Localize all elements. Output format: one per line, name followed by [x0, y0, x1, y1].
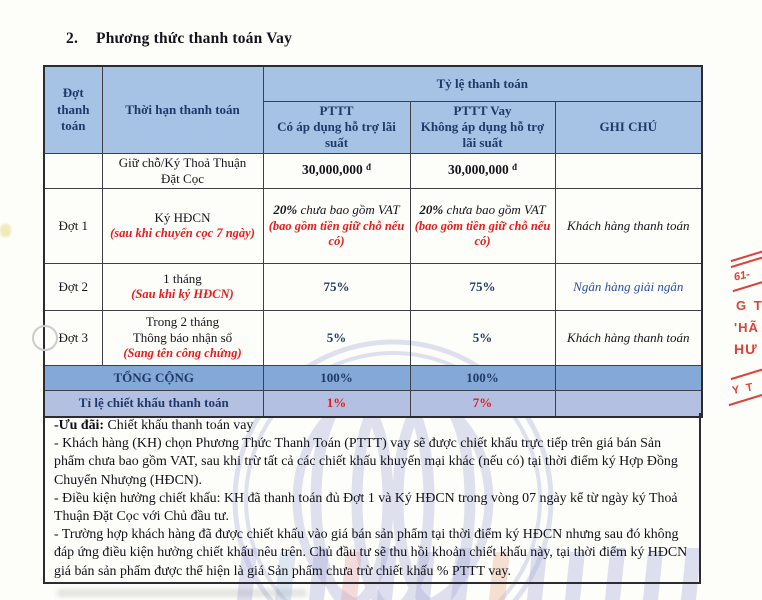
- term-sub: (Sau khi ký HĐCN): [131, 287, 234, 302]
- pttt-vay-text: chưa bao gồm VAT: [443, 202, 546, 218]
- currency-symbol: đ: [365, 162, 371, 173]
- term-main: 1 tháng: [163, 271, 202, 287]
- total-pttt-vay: 100%: [409, 365, 556, 391]
- section-title-text: Phương thức thanh toán Vay: [96, 30, 293, 47]
- header-notes: GHI CHÚ: [554, 100, 703, 154]
- term-line2: Đặt Cọc: [161, 170, 204, 186]
- cell-note: Ngân hàng giải ngân: [554, 263, 703, 311]
- table-row-total: TỔNG CỘNG 100% 100%: [43, 365, 703, 391]
- cell-note: Khách hàng thanh toán: [554, 188, 703, 264]
- incentive-notes-box: -Ưu đãi: Chiết khấu thanh toán vay - Khá…: [43, 413, 701, 584]
- stamp-text: 61-: [732, 268, 751, 284]
- total-note: [554, 365, 703, 391]
- table-row-discount: Tỉ lệ chiết khấu thanh toán 1% 7%: [43, 390, 703, 417]
- cell-pttt-vay: 5%: [409, 310, 556, 366]
- discount-note: [554, 390, 703, 417]
- cell-term: Giữ chỗ/Ký Thoả Thuận Đặt Cọc: [101, 152, 264, 189]
- cell-note: [554, 152, 703, 189]
- payment-schedule-table: Đợt thanh toán Thời hạn thanh toán Tỷ lệ…: [43, 65, 704, 418]
- section-title: 2. Phương thức thanh toán Vay: [66, 30, 292, 48]
- table-row-installment-1: Đợt 1 Ký HĐCN (sau khi chuyển cọc 7 ngày…: [43, 188, 703, 264]
- paper-speck: [0, 224, 11, 237]
- header-pttt: PTTT Có áp dụng hỗ trợ lãi suất: [262, 100, 411, 154]
- header-ratio-group: Tỷ lệ thanh toán: [262, 65, 703, 102]
- cell-term: 1 tháng (Sau khi ký HĐCN): [101, 263, 264, 311]
- discount-label: Tỉ lệ chiết khấu thanh toán: [43, 390, 264, 417]
- total-pttt: 100%: [262, 365, 411, 391]
- notes-paragraph-3: - Trường hợp khách hàng đã được chiết kh…: [54, 527, 688, 579]
- pttt-vay-sub: (bao gồm tiền giữ chỗ nếu có): [414, 218, 551, 249]
- pttt-sub: (bao gồm tiền giữ chỗ nếu có): [268, 218, 405, 249]
- header-pttt-vay: PTTT Vay Không áp dụng hỗ trợ lãi suất: [409, 100, 556, 154]
- ghost-text-smudge: [57, 589, 307, 597]
- amount-value: 30,000,000: [447, 162, 509, 178]
- pttt-text: chưa bao gồm VAT: [297, 202, 400, 218]
- discount-pttt: 1%: [262, 390, 411, 417]
- cell-pttt: 5%: [262, 310, 411, 366]
- table-row-deposit: Giữ chỗ/Ký Thoả Thuận Đặt Cọc 30,000,000…: [43, 152, 703, 189]
- notes-heading: -Ưu đãi: Chiết khấu thanh toán vay: [54, 417, 690, 435]
- term-line2: Thông báo nhận sổ: [132, 330, 233, 346]
- notes-heading-rest: Chiết khấu thanh toán vay: [104, 418, 254, 433]
- stamp-text: HƯ: [734, 341, 758, 357]
- header-pttt-vay-subtitle: Không áp dụng hỗ trợ lãi suất: [420, 118, 545, 151]
- currency-symbol: đ: [511, 162, 517, 173]
- pttt-vay-percent: 20%: [419, 202, 444, 218]
- term-line1: Trong 2 tháng: [145, 313, 220, 329]
- cell-pttt: 20% chưa bao gồm VAT (bao gồm tiền giữ c…: [262, 188, 411, 264]
- cell-installment: Đợt 2: [43, 263, 103, 311]
- table-row-installment-3: Đợt 3 Trong 2 tháng Thông báo nhận sổ (S…: [43, 310, 703, 366]
- pttt-percent: 20%: [273, 202, 298, 218]
- cell-installment: Đợt 1: [43, 188, 103, 264]
- stamp-text: 'HÃ: [734, 320, 759, 335]
- stamp-line: [730, 365, 762, 381]
- stamp-text: G T: [736, 298, 762, 313]
- total-label: TỔNG CỘNG: [43, 365, 264, 391]
- cell-note: Khách hàng thanh toán: [554, 310, 703, 366]
- table-row-installment-2: Đợt 2 1 tháng (Sau khi ký HĐCN) 75% 75% …: [43, 263, 703, 311]
- header-pttt-title: PTTT: [319, 102, 354, 118]
- notes-heading-bold: -Ưu đãi:: [54, 418, 105, 433]
- header-installment: Đợt thanh toán: [43, 65, 103, 154]
- notes-paragraph-1: - Khách hàng (KH) chọn Phương Thức Thanh…: [54, 436, 678, 488]
- discount-pttt-vay: 7%: [409, 390, 556, 417]
- red-stamp-fragment: 61- G T 'HÃ HƯ Y T: [726, 240, 762, 410]
- section-number: 2.: [66, 30, 79, 47]
- header-pttt-vay-title: PTTT Vay: [453, 102, 512, 118]
- header-pttt-subtitle: Có áp dụng hỗ trợ lãi suất: [277, 118, 396, 151]
- cell-pttt: 75%: [262, 263, 411, 311]
- term-main: Ký HĐCN: [154, 210, 211, 226]
- notes-paragraph-2: - Điều kiện hưởng chiết khấu: KH đã than…: [54, 490, 678, 525]
- amount-value: 30,000,000: [301, 162, 363, 178]
- cell-pttt-vay-amount: 30,000,000 đ: [409, 152, 556, 189]
- cell-term: Ký HĐCN (sau khi chuyển cọc 7 ngày): [101, 188, 264, 264]
- cell-term: Trong 2 tháng Thông báo nhận sổ (Sang tê…: [101, 310, 264, 366]
- stamp-text: Y T: [731, 381, 756, 397]
- term-sub: (sau khi chuyển cọc 7 ngày): [110, 226, 255, 241]
- header-term: Thời hạn thanh toán: [101, 65, 264, 154]
- term-line1: Giữ chỗ/Ký Thoả Thuận: [118, 154, 247, 170]
- cell-installment: [43, 152, 103, 189]
- cell-pttt-amount: 30,000,000 đ: [262, 152, 411, 189]
- cell-pttt-vay: 75%: [409, 263, 556, 311]
- hole-punch-mark: [32, 325, 58, 351]
- cell-pttt-vay: 20% chưa bao gồm VAT (bao gồm tiền giữ c…: [409, 188, 556, 264]
- term-sub: (Sang tên công chứng): [123, 346, 242, 361]
